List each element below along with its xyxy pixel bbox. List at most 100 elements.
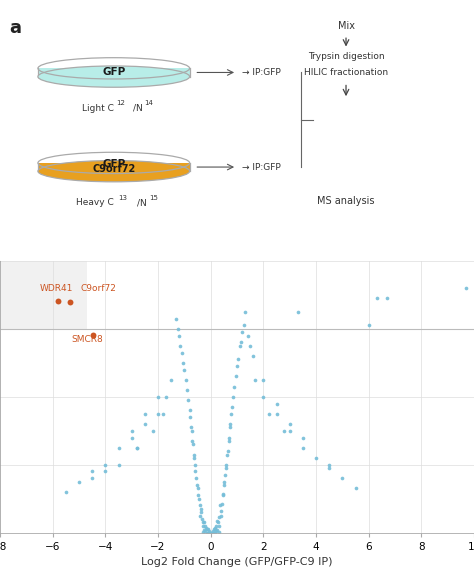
Point <box>338 474 346 483</box>
Text: /N: /N <box>133 104 143 113</box>
Point <box>196 501 203 510</box>
Point <box>226 423 233 432</box>
Text: WDR41: WDR41 <box>39 284 73 293</box>
Point <box>222 463 230 472</box>
Bar <box>363 378 367 402</box>
Point <box>115 460 122 470</box>
Point <box>66 298 73 307</box>
Point <box>224 446 232 456</box>
Point <box>218 499 226 508</box>
Point <box>229 392 237 401</box>
Point <box>149 426 156 435</box>
Point <box>213 521 220 530</box>
Point <box>115 443 122 452</box>
Bar <box>0 261 87 329</box>
Text: 14: 14 <box>145 100 154 107</box>
Point <box>173 314 180 323</box>
Point <box>228 402 236 412</box>
Point <box>252 375 259 384</box>
Bar <box>38 68 190 76</box>
Point <box>187 423 195 432</box>
Point <box>128 426 136 435</box>
Point <box>197 508 204 517</box>
Text: Heavy C: Heavy C <box>76 199 114 207</box>
Point <box>179 358 187 367</box>
Point <box>325 463 333 472</box>
Point <box>299 433 307 442</box>
Point <box>217 506 225 515</box>
Point <box>154 392 162 401</box>
Point <box>286 419 293 428</box>
Text: GFP: GFP <box>102 159 126 168</box>
Point <box>198 504 205 514</box>
Point <box>205 528 213 537</box>
Point <box>462 283 470 292</box>
Point <box>219 490 226 500</box>
Point <box>236 341 244 350</box>
Point <box>238 328 246 337</box>
Bar <box>386 368 391 402</box>
Text: 15: 15 <box>149 195 158 201</box>
X-axis label: m/z: m/z <box>361 405 379 415</box>
Point <box>194 490 202 500</box>
Point <box>265 409 273 419</box>
Text: → IP:GFP: → IP:GFP <box>242 68 281 77</box>
Point <box>211 525 219 534</box>
Point <box>101 467 109 476</box>
Point <box>211 523 219 532</box>
Point <box>260 375 267 384</box>
Point <box>210 528 217 537</box>
Point <box>208 528 215 537</box>
Text: Trypsin digestion: Trypsin digestion <box>308 52 384 61</box>
Point <box>237 338 245 347</box>
Point <box>90 330 97 339</box>
Point <box>189 439 197 449</box>
Point <box>206 528 214 537</box>
Point <box>154 409 162 419</box>
Point <box>213 525 221 534</box>
Point <box>240 321 247 330</box>
Point <box>216 501 224 510</box>
Point <box>204 528 212 537</box>
Point <box>194 484 201 493</box>
Point <box>225 433 233 442</box>
Point <box>205 526 212 536</box>
Point <box>167 375 175 384</box>
Point <box>192 474 200 483</box>
Point <box>141 419 149 428</box>
Point <box>206 528 213 537</box>
Point <box>260 392 267 401</box>
Point <box>215 521 222 530</box>
Text: C9orf72: C9orf72 <box>80 284 116 293</box>
Point <box>211 528 219 537</box>
Text: GFP: GFP <box>102 67 126 76</box>
Point <box>203 528 210 537</box>
Text: 12: 12 <box>116 100 125 107</box>
Point <box>299 443 307 452</box>
Point <box>200 518 207 527</box>
Text: → IP:GFP: → IP:GFP <box>242 163 281 171</box>
Point <box>220 481 228 490</box>
Point <box>128 433 136 442</box>
Point <box>191 453 198 463</box>
Point <box>312 453 320 463</box>
Point <box>228 409 235 419</box>
Text: SMCR8: SMCR8 <box>71 335 103 344</box>
Point <box>215 527 222 537</box>
Point <box>62 488 70 497</box>
Point <box>219 489 227 498</box>
Point <box>223 450 231 459</box>
Point <box>174 324 182 334</box>
Point <box>273 409 280 419</box>
Text: 13: 13 <box>118 195 128 201</box>
Point <box>177 341 184 350</box>
Point <box>54 296 62 306</box>
Text: C9orf72: C9orf72 <box>92 164 136 174</box>
Point <box>227 419 234 428</box>
Point <box>209 528 216 537</box>
Point <box>204 525 211 534</box>
Point <box>203 525 210 534</box>
Point <box>195 494 202 503</box>
Point <box>201 526 209 536</box>
Point <box>190 450 197 459</box>
